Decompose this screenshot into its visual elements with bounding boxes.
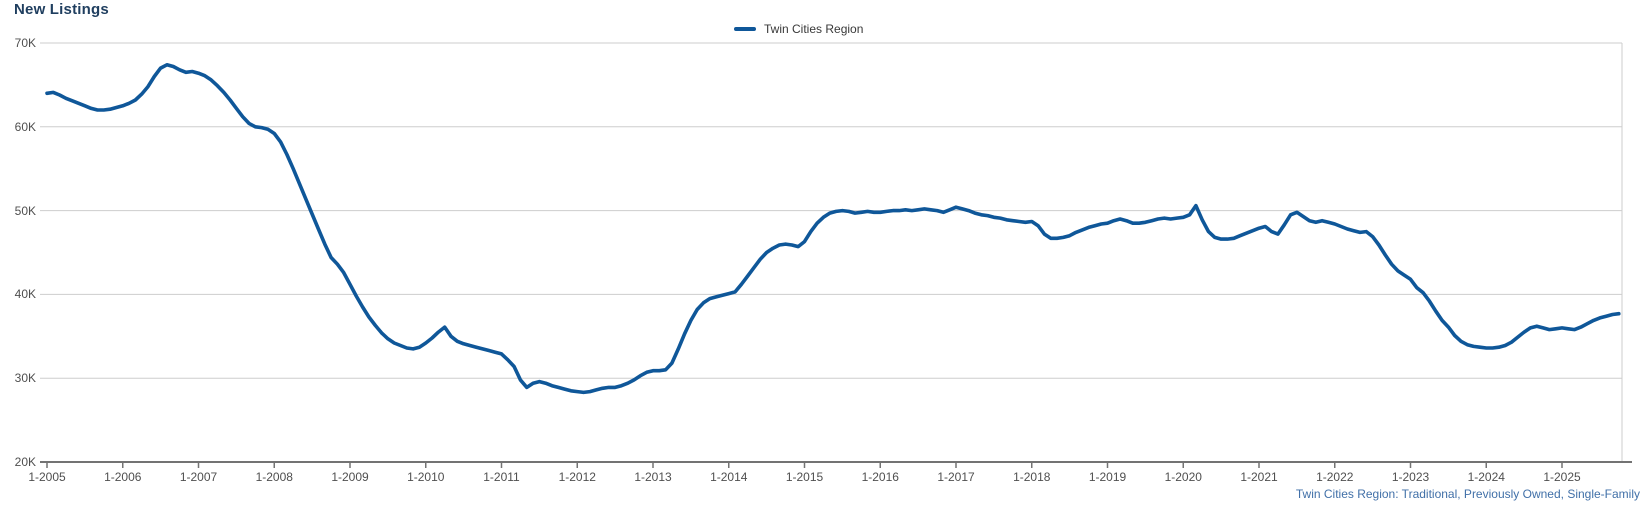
x-axis-label: 1-2011 bbox=[483, 470, 520, 484]
x-axis-label: 1-2008 bbox=[255, 470, 293, 484]
x-axis-label: 1-2012 bbox=[558, 470, 596, 484]
x-axis-label: 1-2005 bbox=[28, 470, 66, 484]
x-axis-label: 1-2007 bbox=[179, 470, 218, 484]
x-axis-label: 1-2023 bbox=[1391, 470, 1430, 484]
legend-item-twin-cities-region[interactable]: Twin Cities Region bbox=[734, 21, 863, 37]
legend-label: Twin Cities Region bbox=[764, 22, 864, 36]
x-axis-label: 1-2013 bbox=[634, 470, 672, 484]
x-axis-label: 1-2010 bbox=[407, 470, 445, 484]
legend-line-swatch-icon bbox=[734, 27, 756, 31]
x-axis-label: 1-2006 bbox=[104, 470, 142, 484]
y-axis-label: 40K bbox=[14, 287, 36, 302]
x-axis-label: 1-2015 bbox=[785, 470, 824, 484]
x-axis-label: 1-2014 bbox=[710, 470, 748, 484]
x-axis-label: 1-2021 bbox=[1240, 470, 1278, 484]
x-axis-label: 1-2024 bbox=[1467, 470, 1505, 484]
x-axis-label: 1-2009 bbox=[331, 470, 369, 484]
y-axis-label: 30K bbox=[14, 371, 36, 386]
chart-footnote: Twin Cities Region: Traditional, Previou… bbox=[1295, 487, 1640, 501]
series-line-twin-cities-region bbox=[45, 63, 1621, 395]
x-axis-label: 1-2016 bbox=[861, 470, 899, 484]
chart-title: New Listings bbox=[14, 1, 109, 18]
x-axis-label: 1-2018 bbox=[1013, 470, 1051, 484]
x-axis-label: 1-2019 bbox=[1088, 470, 1127, 484]
x-axis-label: 1-2025 bbox=[1543, 470, 1581, 484]
y-axis-label: 50K bbox=[14, 203, 36, 218]
y-axis-label: 60K bbox=[14, 119, 36, 134]
x-axis-label: 1-2020 bbox=[1164, 470, 1202, 484]
x-axis-label: 1-2017 bbox=[937, 470, 975, 484]
y-axis-label: 70K bbox=[14, 36, 36, 50]
x-axis-label: 1-2022 bbox=[1316, 470, 1354, 484]
y-axis-label: 20K bbox=[14, 455, 36, 469]
